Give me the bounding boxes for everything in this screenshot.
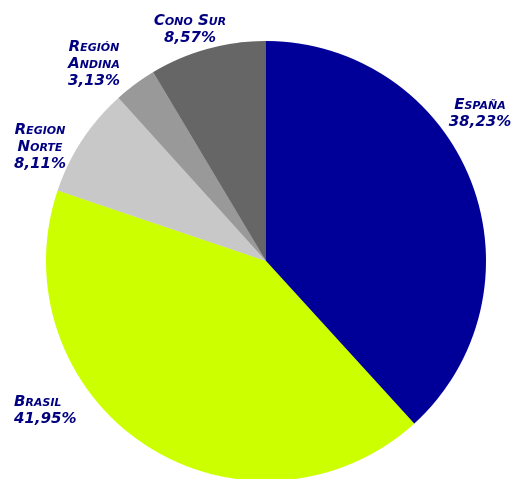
slice-label: Brasil 41,95% [14,393,94,427]
category-label: Region Norte [14,120,66,155]
pie-slice [266,41,486,424]
value-label: 8,11% [13,154,67,172]
category-label: Brasil [14,392,62,410]
slice-label: Región Andina 3,13% [56,38,132,89]
pie-slice [46,190,415,479]
category-label: Región Andina [68,37,120,72]
pie-slice [153,41,266,261]
value-label: 38,23% [448,112,512,130]
value-label: 41,95% [14,409,77,427]
pie-slice [57,97,266,261]
category-label: España [454,95,506,113]
slice-label: Cono Sur 8,57% [140,12,240,46]
slice-label: Region Norte 8,11% [2,121,78,172]
value-label: 3,13% [67,71,121,89]
pie-slice [118,72,266,262]
value-label: 8,57% [163,28,217,46]
category-label: Cono Sur [153,11,227,29]
slice-label: España 38,23% [440,96,516,130]
